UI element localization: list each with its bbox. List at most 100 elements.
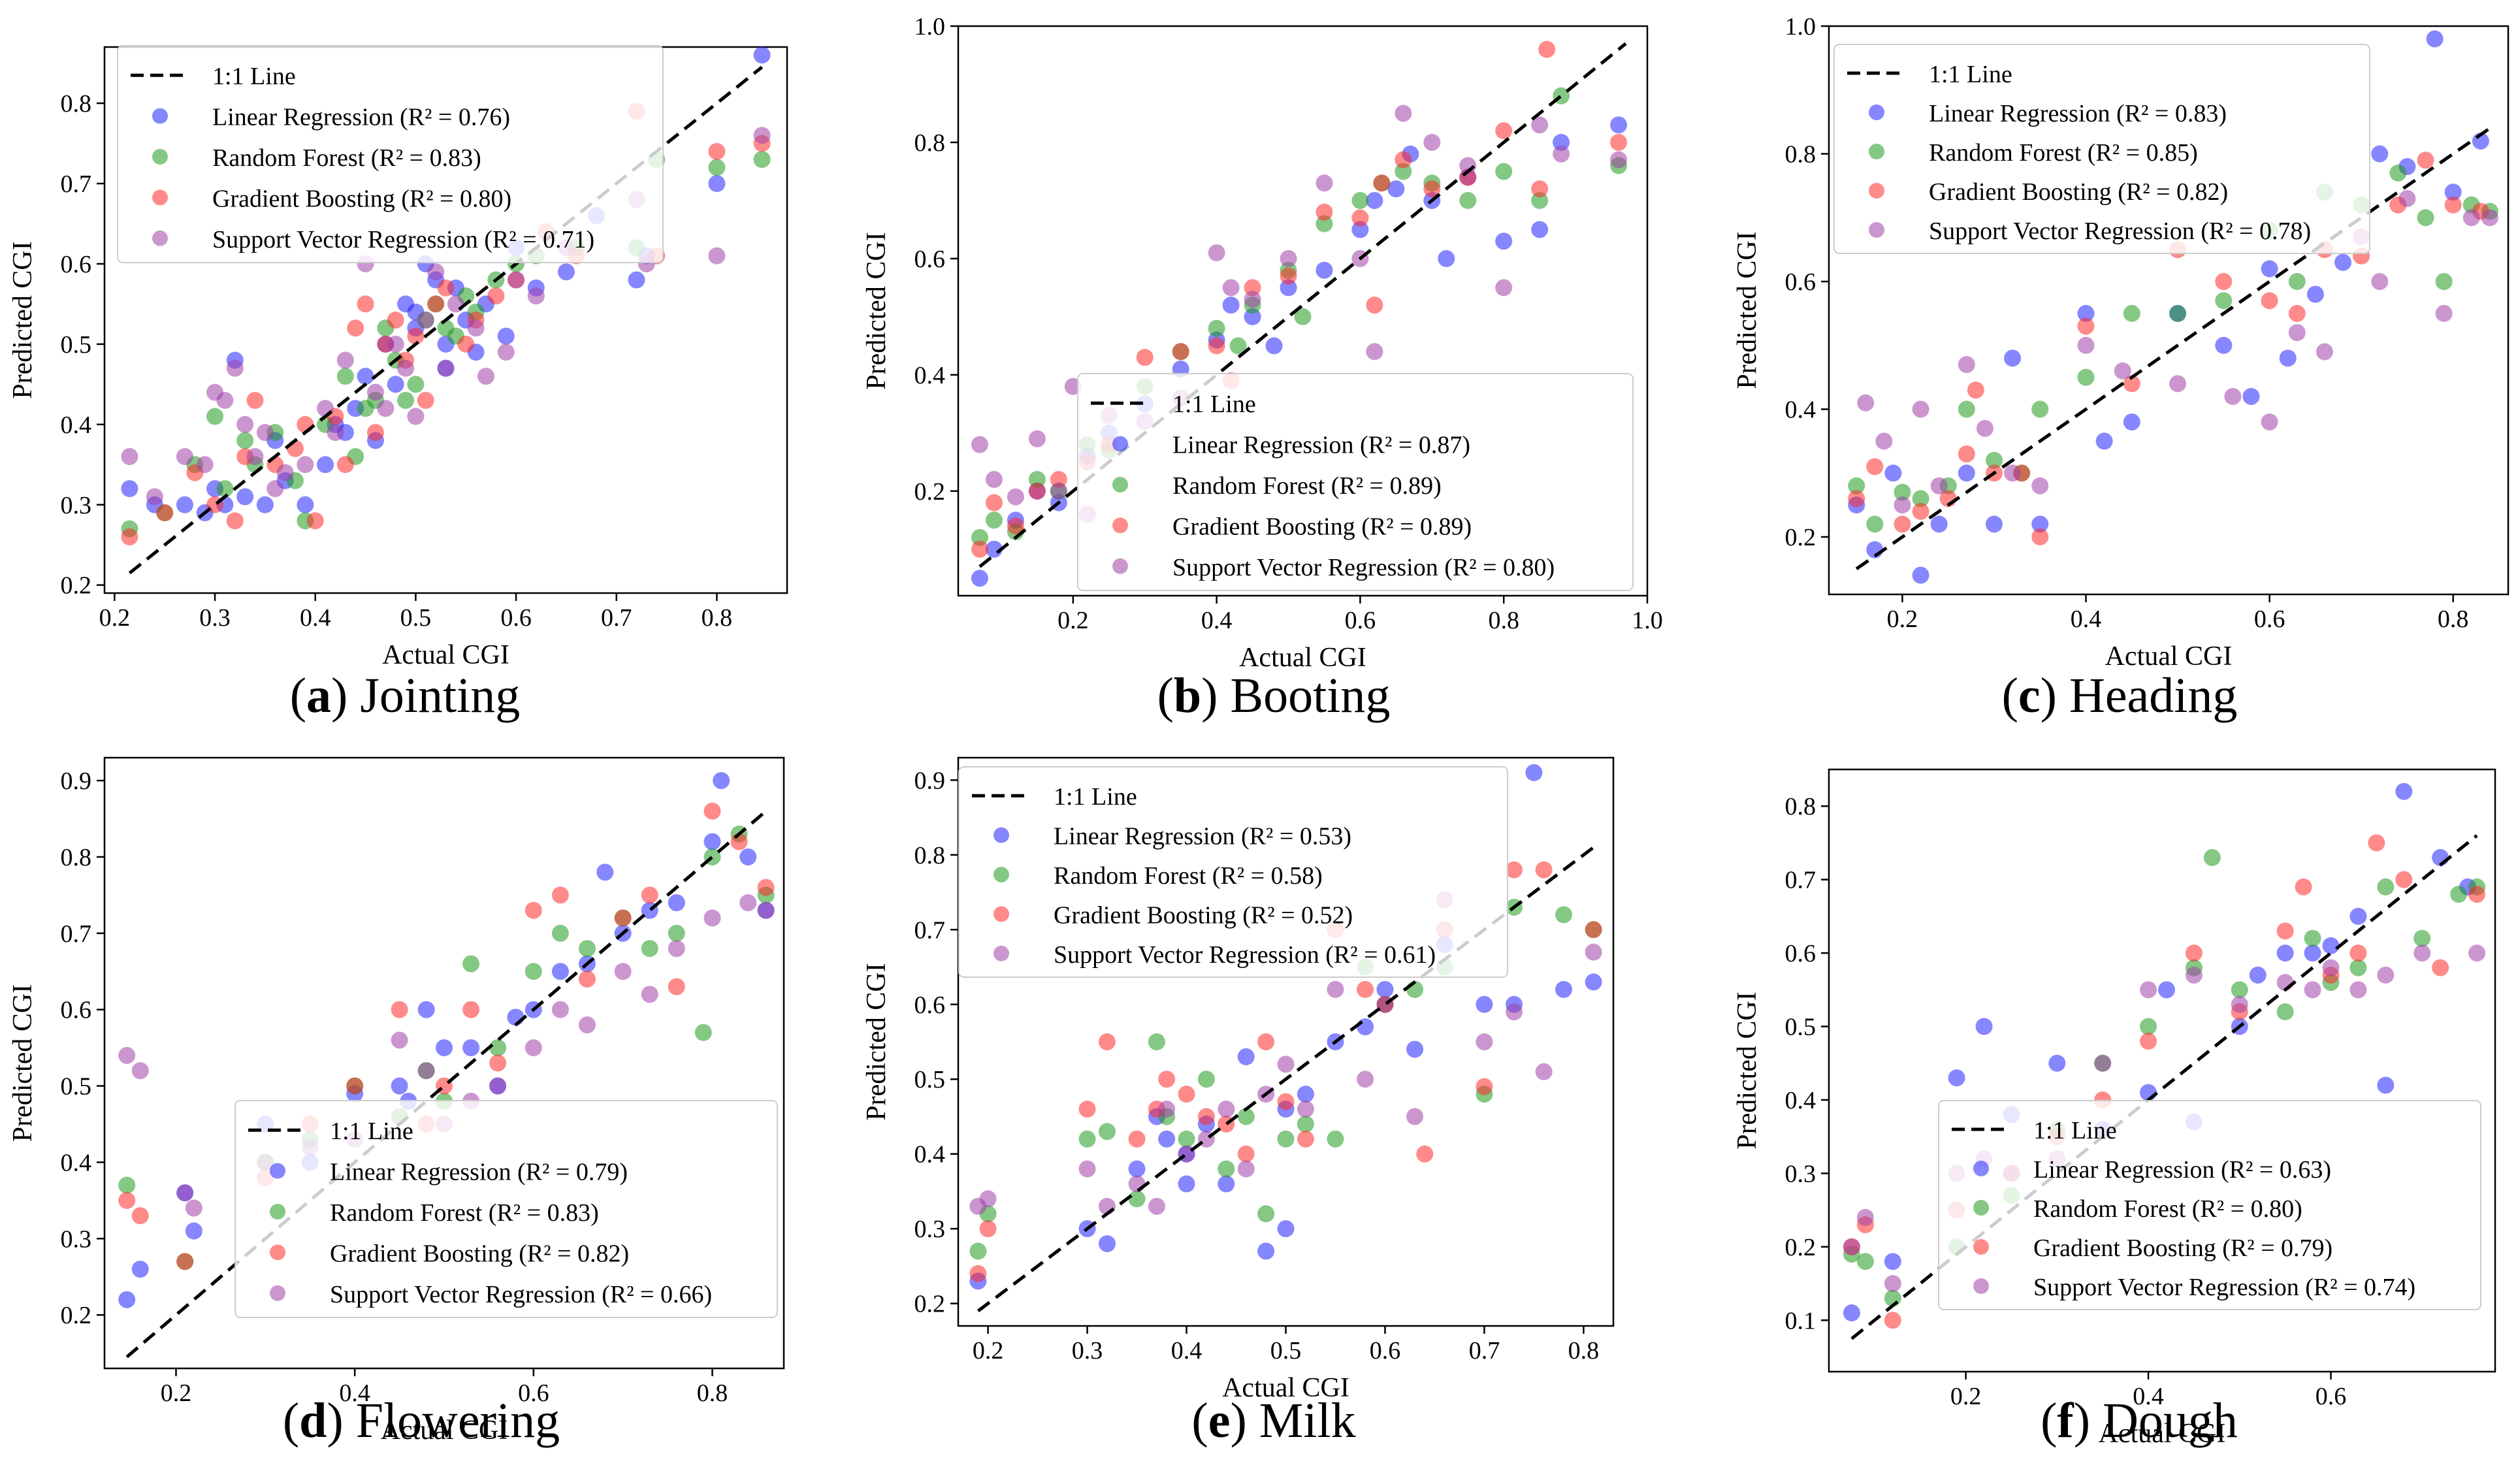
- point-linear-regression: [1406, 1040, 1424, 1058]
- point-support-vector-regression: [1476, 1033, 1493, 1050]
- point-linear-regression: [2004, 349, 2022, 367]
- y-tick-label: 0.4: [1785, 1087, 1816, 1114]
- point-support-vector-regression: [437, 359, 455, 377]
- point-linear-regression: [1128, 1160, 1146, 1178]
- legend-marker: [270, 1244, 285, 1261]
- y-tick-label: 0.4: [61, 411, 92, 439]
- point-random-forest: [1257, 1205, 1275, 1223]
- point-linear-regression: [1585, 973, 1602, 991]
- point-support-vector-regression: [246, 448, 264, 465]
- point-support-vector-regression: [1218, 1101, 1235, 1118]
- x-tick-label: 0.6: [1370, 1337, 1401, 1364]
- x-tick-label: 0.8: [1488, 607, 1519, 634]
- point-linear-regression: [391, 1077, 408, 1095]
- point-gradient-boosting: [131, 1207, 149, 1225]
- x-tick-label: 0.2: [1887, 605, 1918, 633]
- point-linear-regression: [185, 1222, 202, 1240]
- legend-label: 1:1 Line: [212, 63, 296, 90]
- y-tick-label: 0.5: [914, 1066, 946, 1093]
- point-support-vector-regression: [121, 448, 138, 465]
- point-gradient-boosting: [1366, 297, 1383, 314]
- point-gradient-boosting: [1495, 122, 1513, 140]
- point-gradient-boosting: [1277, 1093, 1295, 1110]
- point-support-vector-regression: [2377, 966, 2395, 984]
- point-linear-regression: [1958, 464, 1975, 482]
- x-tick-label: 0.3: [199, 604, 231, 632]
- point-gradient-boosting: [427, 295, 445, 313]
- point-linear-regression: [668, 894, 685, 912]
- y-tick-label: 0.3: [1785, 1160, 1816, 1187]
- point-gradient-boosting: [1028, 482, 1046, 500]
- point-linear-regression: [2304, 944, 2321, 962]
- point-gradient-boosting: [1351, 209, 1369, 227]
- point-gradient-boosting: [357, 295, 374, 313]
- point-gradient-boosting: [1967, 381, 1984, 399]
- legend: 1:1 Line Linear Regression (R² = 0.63) Ran…: [1938, 1100, 2481, 1310]
- point-support-vector-regression: [236, 415, 254, 433]
- point-gradient-boosting: [757, 879, 775, 896]
- point-support-vector-regression: [467, 319, 485, 337]
- point-gradient-boosting: [387, 312, 404, 329]
- point-support-vector-regression: [2481, 209, 2498, 227]
- point-linear-regression: [2048, 1054, 2066, 1072]
- point-linear-regression: [2349, 907, 2367, 925]
- point-support-vector-regression: [2288, 324, 2306, 342]
- legend-marker: [1869, 144, 1884, 159]
- point-random-forest: [1197, 1071, 1215, 1088]
- point-support-vector-regression: [1930, 477, 1948, 494]
- point-linear-regression: [596, 863, 614, 881]
- point-random-forest: [1856, 1253, 1874, 1270]
- point-support-vector-regression: [1495, 279, 1513, 297]
- point-support-vector-regression: [118, 1046, 136, 1064]
- point-support-vector-regression: [1357, 1071, 1374, 1088]
- caption-letter: a: [306, 668, 331, 723]
- point-gradient-boosting: [2349, 944, 2367, 962]
- point-support-vector-regression: [2468, 944, 2486, 962]
- point-gradient-boosting: [366, 424, 384, 442]
- legend-label: Linear Regression (R² = 0.63): [2033, 1156, 2331, 1184]
- point-support-vector-regression: [2094, 1054, 2112, 1072]
- y-tick-label: 0.2: [914, 1291, 946, 1318]
- point-support-vector-regression: [1327, 980, 1344, 998]
- panel-f: 0.2 0.4 0.6 0.1 0.2 0.3 0.4 0.5 0.6 0.7 0.8 Actual …: [1732, 768, 2496, 1449]
- legend-label: Gradient Boosting (R² = 0.82): [1929, 178, 2228, 206]
- point-support-vector-regression: [1912, 400, 1929, 418]
- point-linear-regression: [2276, 944, 2294, 962]
- point-linear-regression: [1387, 180, 1405, 198]
- point-gradient-boosting: [1172, 343, 1189, 361]
- caption-paren-close: ): [2074, 1393, 2103, 1448]
- legend-marker: [1973, 1239, 1989, 1255]
- x-axis-label: Actual CGI: [382, 640, 509, 670]
- point-linear-regression: [2444, 184, 2462, 201]
- point-gradient-boosting: [2295, 878, 2312, 895]
- point-gradient-boosting: [1535, 861, 1553, 879]
- legend-label: Random Forest (R² = 0.85): [1929, 139, 2198, 167]
- point-linear-regression: [1438, 250, 1455, 267]
- x-tick-label: 0.4: [1201, 607, 1233, 634]
- point-linear-regression: [628, 271, 645, 289]
- point-support-vector-regression: [185, 1199, 202, 1217]
- point-random-forest: [2288, 273, 2306, 291]
- point-gradient-boosting: [1958, 445, 1975, 462]
- y-tick-label: 0.3: [61, 1225, 92, 1253]
- legend-label: Support Vector Regression (R² = 0.78): [1929, 218, 2311, 245]
- caption-paren-close: ): [2041, 668, 2069, 723]
- point-support-vector-regression: [641, 986, 658, 1003]
- legend-label: Support Vector Regression (R² = 0.74): [2033, 1274, 2415, 1301]
- point-random-forest: [2417, 209, 2434, 227]
- legend-label: Linear Regression (R² = 0.76): [212, 104, 510, 131]
- legend: 1:1 Line Linear Regression (R² = 0.87) Ran…: [1077, 373, 1634, 591]
- point-random-forest: [1178, 1130, 1195, 1148]
- point-gradient-boosting: [641, 886, 658, 904]
- point-support-vector-regression: [489, 1077, 507, 1095]
- y-tick-label: 0.9: [61, 767, 92, 795]
- point-gradient-boosting: [246, 391, 264, 409]
- y-tick-label: 0.6: [61, 251, 92, 278]
- legend-label: Support Vector Regression (R² = 0.61): [1054, 941, 1436, 969]
- point-linear-regression: [2306, 285, 2324, 303]
- point-support-vector-regression: [2316, 343, 2333, 361]
- point-random-forest: [1028, 471, 1046, 489]
- point-gradient-boosting: [1244, 279, 1261, 297]
- point-linear-regression: [1351, 221, 1369, 238]
